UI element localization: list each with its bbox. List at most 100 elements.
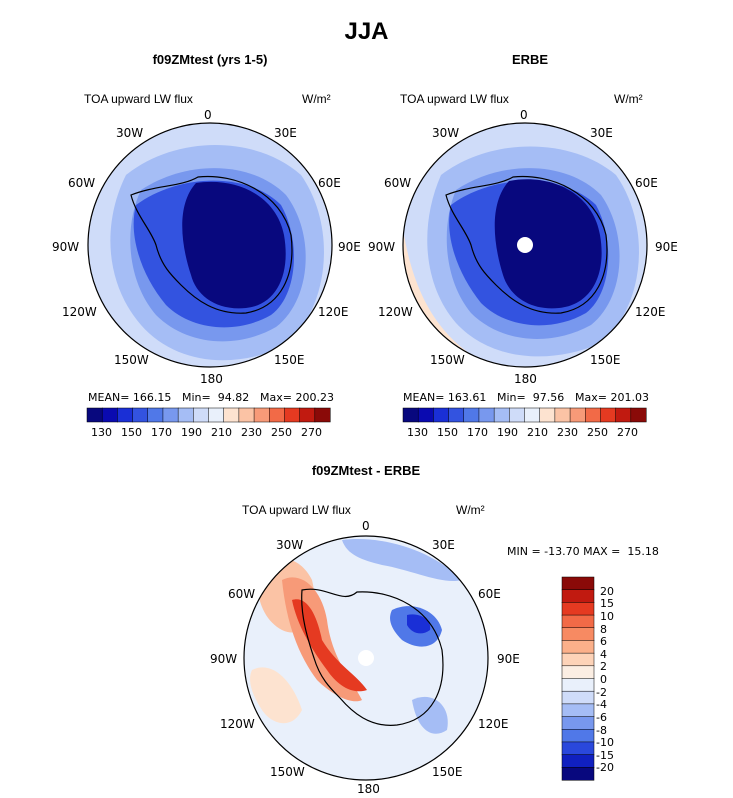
panel-2-cb-tick-4: 210 — [527, 426, 548, 439]
panel-3-pole-hole — [358, 650, 374, 666]
panel-2-cb-tick-0: 130 — [407, 426, 428, 439]
panel-2-colorbar — [402, 407, 647, 423]
panel-2-units: W/m² — [614, 92, 643, 106]
panel-1-lon-120e: 120E — [318, 305, 349, 319]
panel-2-colorbar-swatch-9 — [539, 407, 556, 423]
panel-1-lon-150e: 150E — [274, 353, 305, 367]
panel-2-colorbar-swatch-14 — [615, 407, 632, 423]
panel-1-min: Min= 94.82 — [182, 391, 250, 404]
panel-3-lon-90w: 90W — [210, 652, 238, 666]
panel-1-lon-150w: 150W — [114, 353, 149, 367]
panel-1-mean: MEAN= 166.15 — [88, 391, 172, 404]
panel-1-colorbar-swatch-15 — [314, 407, 331, 423]
panel-3-cool-patch-n — [342, 539, 462, 582]
panel-1-lon-180: 180 — [200, 372, 223, 386]
panel-3-cb-tick-14: -20 — [596, 761, 614, 774]
panel-3-cb-tick-6: 2 — [600, 660, 607, 673]
panel-3-colorbar-swatch-9 — [561, 690, 595, 705]
panel-1-lon-30w: 30W — [116, 126, 144, 140]
panel-3-cb-tick-10: -6 — [596, 711, 607, 724]
panel-3-colorbar-swatch-11 — [561, 716, 595, 730]
panel-2-lon-30e: 30E — [590, 126, 613, 140]
panel-2-lon-120e: 120E — [635, 305, 666, 319]
panel-3-lon-0: 0 — [362, 519, 370, 533]
panel-2-cb-tick-1: 150 — [437, 426, 458, 439]
panel-2-lon-90w: 90W — [368, 240, 396, 254]
panel-3-cool-core — [407, 614, 431, 634]
panel-1-units: W/m² — [302, 92, 331, 106]
panel-2-colorbar-swatch-8 — [524, 407, 541, 423]
panel-1-variable: TOA upward LW flux — [84, 92, 193, 106]
panel-1-cb-tick-2: 170 — [151, 426, 172, 439]
panel-3-cool-patch-se — [412, 696, 448, 734]
panel-1-max: Max= 200.23 — [260, 391, 334, 404]
panel-2-pole-hole — [517, 237, 533, 253]
panel-1-colorbar-swatch-7 — [193, 407, 210, 423]
panel-2-map — [402, 122, 648, 368]
panel-3-colorbar-swatch-13 — [561, 741, 595, 756]
panel-3-colorbar-swatch-7 — [561, 665, 595, 680]
panel-3-lon-60e: 60E — [478, 587, 501, 601]
panel-3-cb-tick-12: -10 — [596, 736, 614, 749]
panel-3-minmax: MIN = -13.70 MAX = 15.18 — [507, 545, 659, 558]
panel-2-colorbar-swatch-1 — [417, 407, 434, 423]
panel-3-colorbar-swatch-0 — [561, 576, 595, 591]
panel-2-lon-0: 0 — [520, 108, 528, 122]
panel-2-lon-120w: 120W — [378, 305, 413, 319]
panel-2-mean: MEAN= 163.61 — [403, 391, 487, 404]
panel-1-antarctica-interior — [182, 181, 286, 309]
panel-1-cb-tick-5: 230 — [241, 426, 262, 439]
panel-3-cb-tick-9: -4 — [596, 698, 607, 711]
panel-1-cb-tick-1: 150 — [121, 426, 142, 439]
panel-2-max: Max= 201.03 — [575, 391, 649, 404]
panel-2-lon-90e: 90E — [655, 240, 678, 254]
panel-3-lon-150w: 150W — [270, 765, 305, 779]
panel-1-map — [87, 122, 333, 368]
panel-3-lon-30w: 30W — [276, 538, 304, 552]
panel-2-colorbar-swatch-6 — [493, 407, 510, 423]
panel-2-colorbar-swatch-15 — [630, 407, 647, 423]
panel-1-coastline — [130, 175, 293, 314]
panel-1-colorbar-swatch-2 — [117, 407, 134, 423]
panel-3-units: W/m² — [456, 503, 485, 517]
panel-3-lon-60w: 60W — [228, 587, 256, 601]
panel-3-strong-warm — [292, 599, 367, 692]
panel-2-colorbar-swatch-7 — [509, 407, 526, 423]
panel-1-colorbar-swatch-12 — [269, 407, 285, 423]
panel-2-colorbar-swatch-5 — [478, 407, 495, 423]
panel-3-cb-tick-2: 10 — [600, 610, 614, 623]
panel-3-cb-tick-13: -15 — [596, 749, 614, 762]
panel-3-colorbar-swatch-3 — [561, 614, 595, 629]
panel-1-colorbar-swatch-10 — [238, 407, 255, 423]
panel-1-colorbar — [86, 407, 331, 423]
panel-1-colorbar-swatch-3 — [132, 407, 149, 423]
panel-3-cb-tick-8: -2 — [596, 686, 607, 699]
panel-2-cb-tick-5: 230 — [557, 426, 578, 439]
panel-1-colorbar-swatch-8 — [208, 407, 225, 423]
panel-3-colorbar-swatch-8 — [561, 678, 595, 692]
panel-2-cb-tick-2: 170 — [467, 426, 488, 439]
panel-2-antarctica-interior — [494, 179, 602, 309]
panel-1-colorbar-swatch-1 — [101, 407, 118, 423]
panel-3-colorbar-swatch-6 — [561, 652, 595, 667]
figure-title: JJA — [344, 18, 389, 45]
panel-2-lon-150e: 150E — [590, 353, 621, 367]
panel-3-colorbar-swatch-10 — [561, 703, 595, 718]
panel-3-colorbar-swatch-15 — [561, 767, 595, 781]
panel-3-coastline — [301, 588, 444, 726]
panel-2-colorbar-swatch-4 — [463, 407, 480, 423]
panel-2-lon-180: 180 — [514, 372, 537, 386]
panel-1-colorbar-swatch-9 — [223, 407, 240, 423]
panel-2-min: Min= 97.56 — [497, 391, 565, 404]
panel-1-cb-tick-7: 270 — [301, 426, 322, 439]
panel-2-cb-tick-3: 190 — [497, 426, 518, 439]
panel-2-map-border — [402, 122, 648, 368]
panel-3-colorbar-swatch-4 — [561, 627, 595, 641]
panel-3-lon-180: 180 — [357, 782, 380, 796]
panel-2-cb-tick-6: 250 — [587, 426, 608, 439]
panel-3-colorbar-swatch-1 — [561, 589, 595, 603]
panel-3-map — [243, 535, 489, 781]
panel-3-lon-120e: 120E — [478, 717, 509, 731]
panel-1-colorbar-swatch-5 — [162, 407, 179, 423]
panel-2-lon-60e: 60E — [635, 176, 658, 190]
